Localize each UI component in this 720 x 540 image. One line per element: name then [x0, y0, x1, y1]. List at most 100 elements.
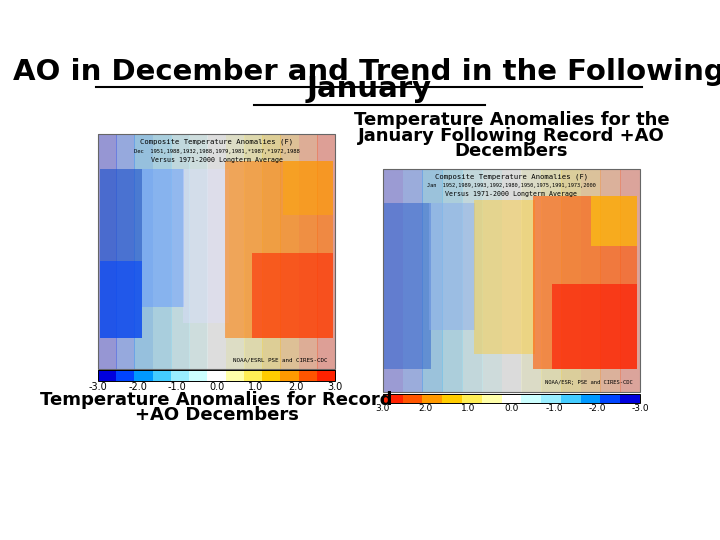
Bar	[153, 370, 171, 381]
Bar	[482, 168, 503, 392]
Text: 3.0: 3.0	[328, 382, 343, 392]
Text: NOAA/ESRL PSE and CIRES-CDC: NOAA/ESRL PSE and CIRES-CDC	[233, 357, 328, 362]
Bar	[99, 168, 142, 338]
Text: Versus 1971-2000 Longterm Average: Versus 1971-2000 Longterm Average	[150, 157, 282, 163]
Text: 0.0: 0.0	[209, 382, 224, 392]
Bar	[600, 394, 621, 403]
Bar	[541, 394, 562, 403]
Text: 3.0: 3.0	[376, 404, 390, 414]
Text: Decembers: Decembers	[455, 142, 568, 160]
Bar	[620, 168, 641, 392]
Bar	[423, 394, 443, 403]
Bar	[502, 394, 522, 403]
Text: -3.0: -3.0	[89, 382, 107, 392]
Bar	[533, 195, 637, 369]
Bar	[561, 168, 582, 392]
Bar	[98, 134, 117, 369]
Bar	[153, 134, 171, 369]
Bar	[171, 370, 189, 381]
Bar	[244, 134, 263, 369]
Text: Jan  1952,1989,1993,1992,1980,1950,1975,1991,1973,2000: Jan 1952,1989,1993,1992,1980,1950,1975,1…	[427, 183, 596, 188]
Bar	[442, 168, 463, 392]
Bar	[552, 284, 637, 369]
Text: 1.0: 1.0	[462, 404, 476, 414]
Bar	[402, 168, 423, 392]
Bar	[189, 370, 208, 381]
Text: Temperature Anomalies for the: Temperature Anomalies for the	[354, 111, 670, 129]
Text: Composite Temperature Anomalies (F): Composite Temperature Anomalies (F)	[435, 173, 588, 180]
Bar	[317, 134, 336, 369]
Bar	[429, 204, 475, 330]
Bar	[383, 394, 640, 403]
Text: January: January	[307, 75, 431, 103]
Text: -2.0: -2.0	[128, 382, 147, 392]
Bar	[99, 261, 142, 338]
Text: -1.0: -1.0	[168, 382, 186, 392]
Bar	[541, 168, 562, 392]
Bar	[135, 370, 153, 381]
Bar	[142, 168, 184, 307]
Text: 2.0: 2.0	[418, 404, 433, 414]
Text: -3.0: -3.0	[631, 404, 649, 414]
Bar	[383, 168, 640, 392]
Text: Composite Temperature Anomalies (F): Composite Temperature Anomalies (F)	[140, 139, 293, 145]
Bar	[317, 370, 336, 381]
Bar	[442, 394, 462, 403]
Bar	[502, 168, 522, 392]
Text: 2.0: 2.0	[288, 382, 303, 392]
Bar	[207, 370, 226, 381]
Bar	[383, 394, 403, 403]
Bar	[98, 370, 335, 381]
Bar	[225, 161, 333, 338]
Bar	[521, 394, 541, 403]
Bar	[135, 134, 153, 369]
Text: January Following Record +AO: January Following Record +AO	[358, 127, 665, 145]
Bar	[620, 394, 640, 403]
Bar	[462, 168, 482, 392]
Bar	[521, 168, 542, 392]
Bar	[244, 370, 263, 381]
Bar	[384, 204, 431, 369]
Bar	[423, 168, 443, 392]
Bar	[262, 134, 282, 369]
Text: +AO Decembers: +AO Decembers	[135, 406, 299, 424]
Bar	[252, 253, 333, 338]
Bar	[299, 134, 318, 369]
Bar	[600, 168, 621, 392]
Bar	[225, 370, 244, 381]
Bar	[171, 134, 190, 369]
Text: AO in December and Trend in the Following: AO in December and Trend in the Followin…	[13, 58, 720, 85]
Text: 0.0: 0.0	[504, 404, 518, 414]
Bar	[183, 168, 229, 323]
Bar	[383, 168, 640, 392]
Bar	[207, 134, 226, 369]
Bar	[383, 168, 403, 392]
Bar	[283, 161, 333, 215]
Bar	[98, 134, 335, 369]
Bar	[462, 394, 482, 403]
Bar	[299, 370, 318, 381]
Bar	[116, 370, 135, 381]
Bar	[402, 394, 423, 403]
Text: Dec  1951,1988,1932,1988,1979,1981,*1987,*1972,1988: Dec 1951,1988,1932,1988,1979,1981,*1987,…	[134, 148, 300, 153]
Bar	[98, 370, 117, 381]
Bar	[561, 394, 581, 403]
Bar	[262, 370, 281, 381]
Text: -1.0: -1.0	[546, 404, 563, 414]
Bar	[280, 370, 299, 381]
Text: 1.0: 1.0	[248, 382, 264, 392]
Bar	[98, 134, 335, 369]
Bar	[581, 168, 601, 392]
Bar	[225, 134, 245, 369]
Bar	[482, 394, 502, 403]
Bar	[474, 200, 536, 354]
Bar	[590, 195, 637, 246]
Bar	[116, 134, 135, 369]
Text: Versus 1971-2000 Longterm Average: Versus 1971-2000 Longterm Average	[446, 191, 577, 197]
Bar	[189, 134, 208, 369]
Bar	[280, 134, 300, 369]
Text: -2.0: -2.0	[588, 404, 606, 414]
Text: NOAA/ESR; PSE and CIRES-CDC: NOAA/ESR; PSE and CIRES-CDC	[544, 380, 632, 386]
Bar	[581, 394, 601, 403]
Text: Temperature Anomalies for Record: Temperature Anomalies for Record	[40, 391, 393, 409]
